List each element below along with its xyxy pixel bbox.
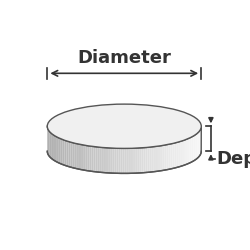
Polygon shape xyxy=(111,148,113,173)
Polygon shape xyxy=(99,147,101,172)
Polygon shape xyxy=(199,126,201,156)
Polygon shape xyxy=(192,136,194,162)
Polygon shape xyxy=(148,147,149,172)
Polygon shape xyxy=(101,147,103,172)
Polygon shape xyxy=(55,136,57,162)
Polygon shape xyxy=(109,148,111,173)
Polygon shape xyxy=(161,146,163,171)
Polygon shape xyxy=(84,145,86,171)
Polygon shape xyxy=(120,148,122,174)
Polygon shape xyxy=(113,148,115,173)
Polygon shape xyxy=(47,126,49,156)
Polygon shape xyxy=(178,142,180,167)
Polygon shape xyxy=(57,137,59,163)
Polygon shape xyxy=(68,142,70,167)
Polygon shape xyxy=(115,148,116,173)
Polygon shape xyxy=(107,148,109,173)
Polygon shape xyxy=(136,148,138,173)
Polygon shape xyxy=(168,144,170,170)
Polygon shape xyxy=(166,144,168,170)
Ellipse shape xyxy=(47,104,201,148)
Polygon shape xyxy=(66,141,68,167)
Polygon shape xyxy=(170,144,172,169)
Polygon shape xyxy=(165,145,166,170)
Polygon shape xyxy=(103,148,105,173)
Polygon shape xyxy=(126,148,128,174)
Polygon shape xyxy=(198,131,199,158)
Polygon shape xyxy=(157,146,159,171)
Polygon shape xyxy=(138,148,140,173)
Polygon shape xyxy=(182,140,184,166)
Polygon shape xyxy=(70,142,72,168)
Polygon shape xyxy=(194,135,196,161)
Polygon shape xyxy=(159,146,161,171)
Polygon shape xyxy=(174,142,176,168)
Polygon shape xyxy=(140,148,141,173)
Polygon shape xyxy=(61,139,63,164)
Polygon shape xyxy=(76,144,78,169)
Text: Depth: Depth xyxy=(217,150,250,168)
Polygon shape xyxy=(80,144,82,170)
Polygon shape xyxy=(105,148,107,173)
Polygon shape xyxy=(134,148,136,173)
Polygon shape xyxy=(96,147,97,172)
Polygon shape xyxy=(176,142,178,168)
Polygon shape xyxy=(64,140,66,166)
Polygon shape xyxy=(49,131,51,158)
Polygon shape xyxy=(86,146,88,171)
Polygon shape xyxy=(146,147,147,172)
Polygon shape xyxy=(172,143,174,169)
Polygon shape xyxy=(149,147,151,172)
Polygon shape xyxy=(51,133,53,160)
Polygon shape xyxy=(163,145,165,171)
Text: Diameter: Diameter xyxy=(77,48,171,66)
Polygon shape xyxy=(88,146,90,171)
Polygon shape xyxy=(63,140,64,165)
Polygon shape xyxy=(142,148,144,173)
Polygon shape xyxy=(97,147,99,172)
Polygon shape xyxy=(116,148,118,173)
Polygon shape xyxy=(78,144,80,170)
Polygon shape xyxy=(186,139,188,164)
Polygon shape xyxy=(118,148,120,174)
Polygon shape xyxy=(196,133,198,160)
Polygon shape xyxy=(180,141,182,167)
Polygon shape xyxy=(72,142,74,168)
Polygon shape xyxy=(155,146,157,172)
Polygon shape xyxy=(153,146,155,172)
Polygon shape xyxy=(144,148,146,173)
Polygon shape xyxy=(128,148,130,174)
Polygon shape xyxy=(82,145,84,170)
Polygon shape xyxy=(188,138,190,164)
Polygon shape xyxy=(53,135,55,161)
Polygon shape xyxy=(92,146,94,172)
Polygon shape xyxy=(132,148,134,173)
Polygon shape xyxy=(90,146,92,171)
Polygon shape xyxy=(190,137,192,163)
Polygon shape xyxy=(122,148,124,174)
Polygon shape xyxy=(74,143,76,169)
Polygon shape xyxy=(184,140,186,165)
Polygon shape xyxy=(151,147,153,172)
Polygon shape xyxy=(130,148,132,173)
Polygon shape xyxy=(59,138,61,164)
Polygon shape xyxy=(124,148,126,174)
Polygon shape xyxy=(94,146,96,172)
